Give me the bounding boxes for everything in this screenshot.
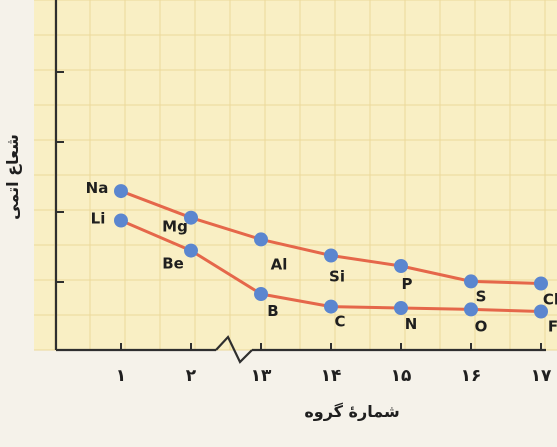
label-layer: ۱ ۲ ۱۳ ۱۴ ۱۵ ۱۶ ۱۷ شمارهٔ گروه شعاع اتمی Na Mg Al Si… (3, 134, 557, 421)
x-tick-label: ۱۴ (321, 366, 342, 386)
series-layer (114, 184, 548, 319)
series-1-point-3 (324, 299, 338, 314)
series-0-point-0 (114, 184, 128, 199)
y-axis-title: شعاع اتمی (3, 134, 22, 220)
series-1-point-0 (114, 213, 128, 228)
series-0-point-1 (184, 210, 198, 225)
x-tick-label: ۱۳ (251, 366, 272, 386)
series-1-point-label-0: Li (91, 210, 106, 228)
x-tick-label: ۲ (186, 366, 197, 386)
series-1-point-label-1: Be (162, 255, 184, 273)
x-tick-label: ۱ (116, 366, 126, 386)
series-0-point-label-4: P (402, 275, 413, 293)
series-1-point-label-2: B (267, 302, 278, 320)
series-1-point-label-5: O (475, 317, 488, 335)
series-0-point-3 (324, 248, 338, 263)
x-axis-title: شمارهٔ گروه (304, 402, 399, 421)
series-1-point-label-6: F (548, 318, 557, 336)
axis-layer (54, 0, 546, 364)
series-1-point-2 (254, 287, 268, 301)
series-0-point-5 (464, 274, 478, 289)
series-1-point-4 (394, 301, 408, 315)
series-0-point-6 (534, 276, 548, 291)
x-tick-label: ۱۵ (391, 366, 412, 386)
series-0-point-4 (394, 259, 408, 273)
series-0-point-label-5: S (476, 287, 487, 305)
x-tick-label: ۱۷ (531, 366, 552, 386)
x-tick-label: ۱۶ (461, 366, 482, 386)
x-axis-break (215, 335, 253, 364)
series-0-point-label-1: Mg (162, 218, 188, 236)
series-1-point-5 (464, 302, 478, 317)
series-1-point-label-4: N (405, 315, 418, 333)
series-1-point-label-3: C (334, 313, 345, 331)
series-0-point-2 (254, 232, 268, 247)
series-0-point-label-0: Na (86, 179, 109, 197)
series-0-point-label-3: Si (329, 268, 345, 286)
series-1-point-6 (534, 304, 548, 319)
series-1-point-1 (184, 243, 198, 258)
series-0-point-label-6: Cl (543, 291, 557, 309)
series-0-point-label-2: Al (271, 255, 288, 273)
